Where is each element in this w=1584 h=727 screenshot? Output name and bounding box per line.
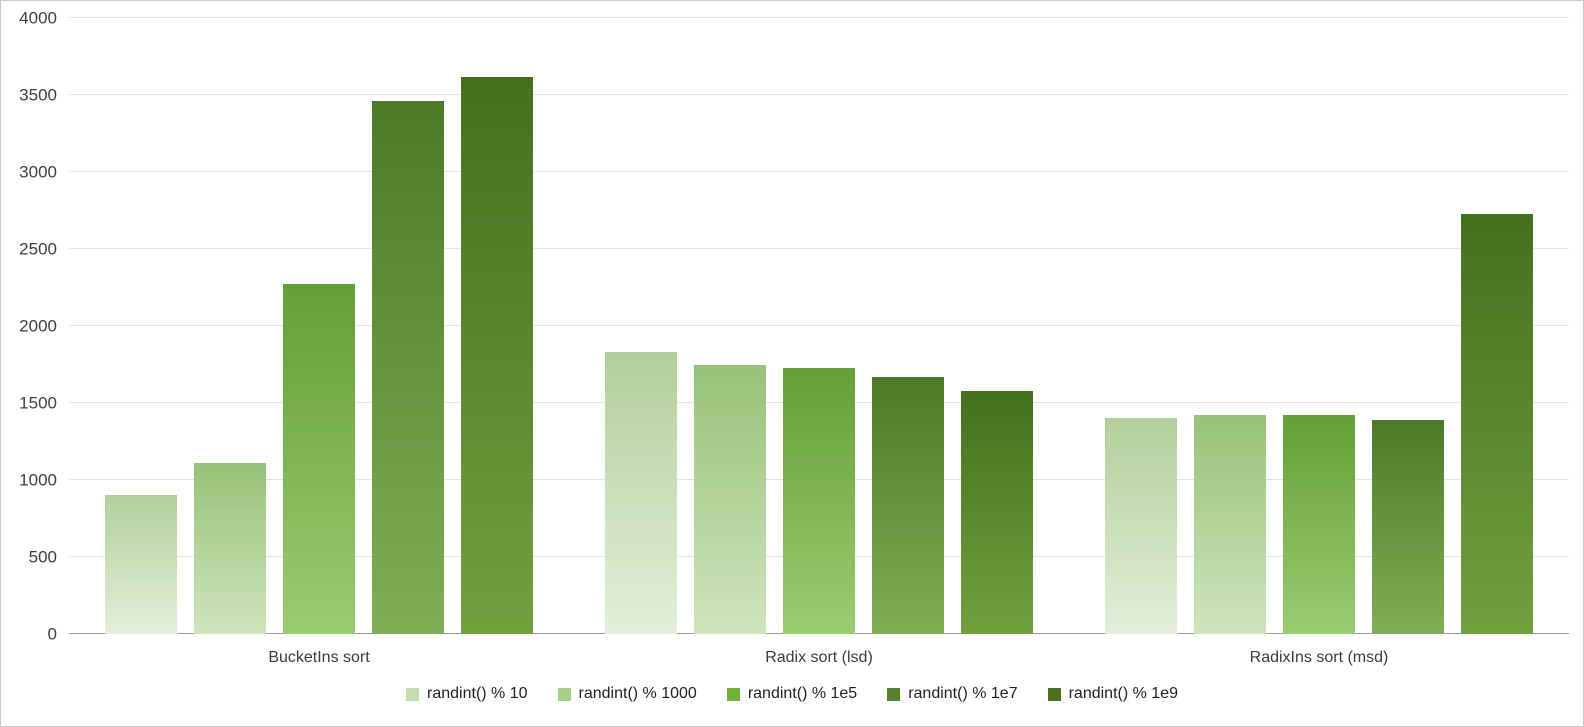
bar [105,495,177,634]
legend-item: randint() % 1e5 [726,685,858,703]
legend-marker [887,687,901,701]
legend-label: randint() % 1e7 [908,685,1018,702]
bar-group [569,18,1069,634]
x-category-label: RadixIns sort (msd) [1249,649,1389,666]
x-category-label: Radix sort (lsd) [765,649,873,666]
bar [783,367,855,634]
legend-label: randint() % 1000 [578,685,697,702]
gridline [69,17,1569,18]
legend-item: randint() % 1e7 [887,685,1018,703]
legend-label: randint() % 10 [427,685,528,702]
y-tick-label: 2000 [19,316,57,336]
legend-item: randint() % 1e9 [1047,685,1178,703]
x-axis-labels: BucketIns sort Radix sort (lsd) RadixIns s… [69,649,1569,667]
legend-marker [1047,687,1061,701]
y-tick-label: 2500 [19,239,57,259]
legend-marker [406,687,420,701]
bar-group [1069,18,1569,634]
bar [194,463,266,634]
y-tick-label: 4000 [19,8,57,28]
bar [1372,419,1444,634]
gridline [69,325,1569,326]
bar [372,101,444,634]
bar [1283,414,1355,634]
legend-label: randint() % 1e5 [747,685,858,702]
bar [283,284,355,634]
legend-marker [557,687,571,701]
bar-group [69,18,569,634]
y-tick-label: 3500 [19,85,57,105]
gridline [69,171,1569,172]
legend-marker [726,687,740,701]
y-tick-label: 1500 [19,393,57,413]
bar-groups [69,18,1569,634]
y-tick-label: 1000 [19,470,57,490]
bar [1194,414,1266,634]
bar [461,76,533,634]
bar [872,376,944,634]
legend-label: randint() % 1e9 [1068,685,1178,702]
bar [605,352,677,634]
bar [694,364,766,634]
gridline [69,94,1569,95]
y-tick-label: 0 [47,624,57,644]
bar [961,390,1033,634]
bar [1461,213,1533,634]
y-tick-label: 500 [28,547,57,567]
y-tick-label: 3000 [19,162,57,182]
x-category-label: BucketIns sort [268,649,370,666]
plot-area: 0 500 1000 1500 2000 2500 3000 3500 4000 [19,10,1569,643]
legend: randint() % 10 randint() % 1000 randint() … [1,685,1583,703]
gridline [69,248,1569,249]
legend-item: randint() % 10 [406,685,528,703]
legend-item: randint() % 1000 [557,685,697,703]
bar [1105,418,1177,634]
